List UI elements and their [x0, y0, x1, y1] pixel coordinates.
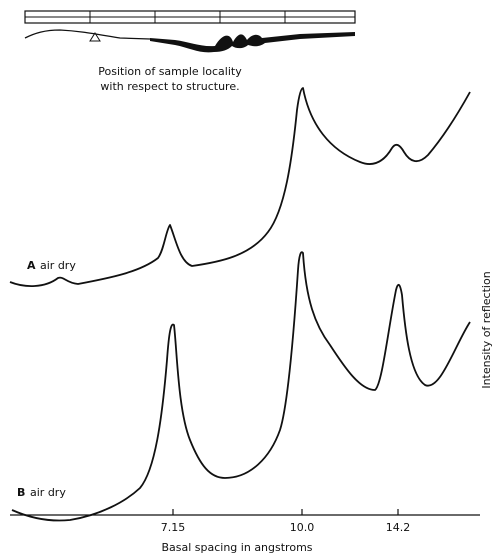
trace-labels: A air dry B air dry [17, 259, 76, 499]
sample-marker [89, 32, 101, 42]
structure-sketch: Position of sample locality with respect… [24, 10, 356, 93]
trace-b [11, 251, 471, 522]
trace-label: B [17, 486, 25, 499]
x-axis: 7.15 10.0 14.2 Basal spacing in angstrom… [10, 509, 480, 554]
trace-condition: air dry [40, 259, 76, 272]
trace-condition: air dry [30, 486, 66, 499]
x-tick-label: 10.0 [290, 521, 315, 534]
caption-line: Position of sample locality [98, 65, 242, 78]
trace-label: A [27, 259, 36, 272]
caption-line: with respect to structure. [100, 80, 239, 93]
profile-thin [24, 29, 151, 40]
profile-thick [150, 32, 355, 53]
x-axis-label: Basal spacing in angstroms [161, 541, 312, 554]
x-tick-label: 7.15 [161, 521, 186, 534]
strata-dividers [89, 11, 286, 23]
x-tick-label: 14.2 [386, 521, 411, 534]
y-axis-label: Intensity of reflection [480, 271, 493, 388]
trace-a [9, 87, 471, 287]
tick-marks [172, 509, 399, 515]
